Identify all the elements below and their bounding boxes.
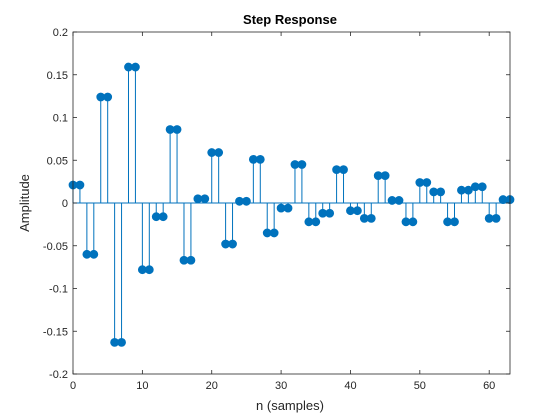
stem-marker bbox=[408, 217, 418, 227]
x-axis-label: n (samples) bbox=[256, 398, 324, 413]
x-tick-label: 60 bbox=[483, 380, 495, 392]
x-tick-label: 50 bbox=[414, 380, 426, 392]
chart-title: Step Response bbox=[243, 12, 337, 27]
stem-marker bbox=[297, 160, 307, 169]
stem-marker bbox=[450, 217, 459, 227]
stem-marker bbox=[491, 213, 501, 223]
stem-marker bbox=[89, 249, 99, 259]
x-tick-label: 0 bbox=[70, 380, 76, 392]
y-tick-label: 0.1 bbox=[53, 113, 68, 125]
stem-marker bbox=[255, 154, 265, 164]
y-tick-label: -0.05 bbox=[43, 241, 68, 253]
stem-marker bbox=[214, 148, 224, 157]
stem-marker bbox=[131, 62, 140, 72]
y-tick-label: -0.2 bbox=[49, 369, 68, 381]
stem-marker bbox=[339, 165, 348, 175]
x-tick-label: 30 bbox=[275, 380, 287, 392]
stem-marker bbox=[242, 196, 251, 206]
stem-marker bbox=[283, 203, 293, 213]
stem-marker bbox=[311, 217, 321, 227]
stems-layer bbox=[68, 62, 515, 347]
ticks-layer: 0 10 20 30 40 50 60 -0.2 -0.15 -0.1 -0.05 0 0.05 0.1 0… bbox=[43, 27, 510, 392]
stem-marker bbox=[325, 208, 335, 218]
stem-marker bbox=[463, 185, 473, 195]
stem-marker bbox=[477, 182, 487, 192]
stem-marker bbox=[117, 337, 126, 347]
stem-marker bbox=[228, 239, 237, 249]
y-axis-label: Amplitude bbox=[17, 174, 32, 232]
x-tick-label: 20 bbox=[206, 380, 218, 392]
stem-marker bbox=[103, 92, 113, 102]
stem-marker bbox=[394, 196, 404, 205]
y-tick-label: 0.05 bbox=[47, 155, 68, 167]
stem-marker bbox=[436, 187, 446, 197]
y-tick-label: -0.15 bbox=[43, 326, 68, 338]
stem-marker bbox=[422, 178, 432, 187]
stem-marker bbox=[269, 228, 279, 238]
stem-marker bbox=[144, 265, 154, 275]
y-tick-label: 0.2 bbox=[53, 27, 68, 39]
stem-marker bbox=[352, 206, 362, 216]
stem-marker bbox=[158, 212, 168, 222]
x-tick-label: 10 bbox=[136, 380, 148, 392]
stem-marker bbox=[75, 180, 85, 190]
y-tick-label: 0.15 bbox=[47, 70, 68, 82]
x-tick-label: 40 bbox=[344, 380, 356, 392]
stem-marker bbox=[366, 213, 376, 223]
stem-marker bbox=[186, 255, 196, 265]
stem-marker bbox=[172, 125, 182, 134]
stem-marker bbox=[380, 171, 390, 181]
y-tick-label: -0.1 bbox=[49, 284, 68, 296]
stem-marker bbox=[200, 194, 210, 204]
y-tick-label: 0 bbox=[62, 198, 68, 210]
